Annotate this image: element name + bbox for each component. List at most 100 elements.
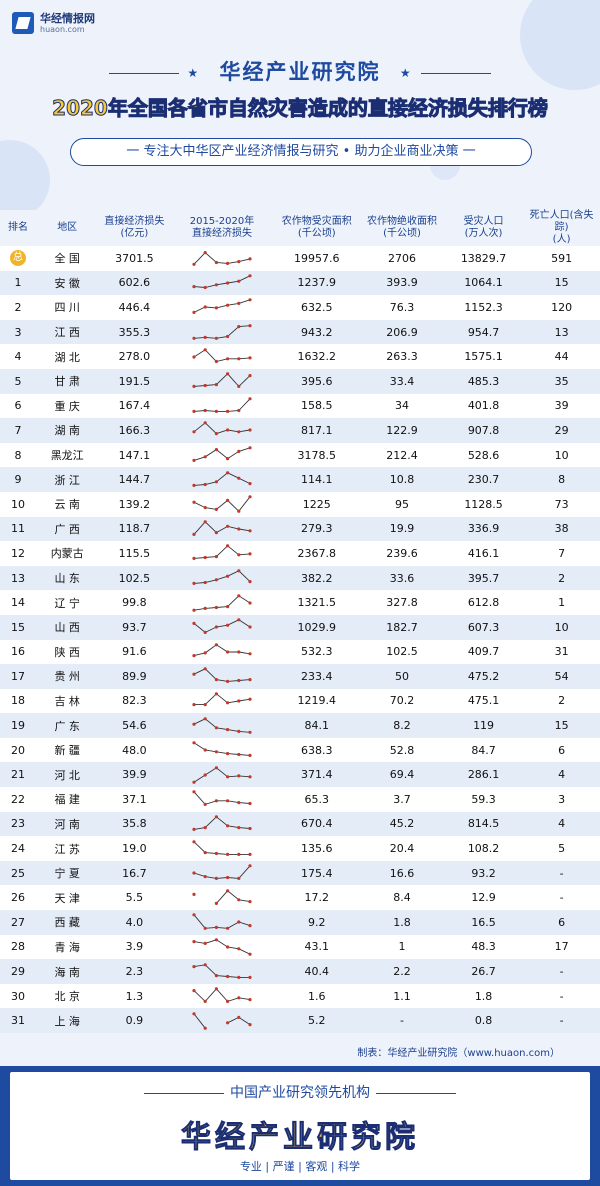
cell-region: 新 疆 (36, 737, 99, 763)
sparkline-point (237, 385, 241, 389)
cell-pop: 119 (443, 713, 524, 738)
table-row: 总全 国 3701.5 19957.6 2706 13829.7 591 (0, 246, 600, 271)
cell-rank: 6 (0, 393, 36, 419)
divider (144, 1092, 224, 1094)
sparkline-series (193, 520, 251, 535)
logo[interactable]: 华经情报网 huaon.com (12, 12, 95, 34)
sparkline-point (237, 430, 241, 434)
sparkline-point (214, 987, 218, 991)
cell-region: 河 南 (36, 811, 99, 837)
sparkline-point (192, 483, 196, 487)
sparkline-point (248, 651, 252, 656)
sparkline-point (248, 355, 252, 360)
cell-pop: 26.7 (443, 959, 524, 984)
sparkline-point (225, 372, 230, 376)
sparkline-point (237, 325, 241, 329)
sparkline-chart (192, 372, 252, 389)
cell-rank: 28 (0, 934, 36, 960)
sparkline-point (225, 774, 230, 779)
cell-region: 黑龙江 (36, 442, 99, 468)
cell-region: 北 京 (36, 983, 99, 1009)
cell-rank: 31 (0, 1008, 36, 1033)
sparkline-chart (192, 864, 252, 881)
cell-abs: 50 (359, 664, 444, 689)
cell-loss: 278.0 (98, 344, 171, 369)
sparkline-point (225, 604, 230, 608)
cell-abs: 45.2 (359, 811, 444, 837)
sparkline-point (248, 324, 252, 328)
cell-pop: 1.8 (443, 983, 524, 1009)
sparkline-point (203, 999, 207, 1004)
sparkline-point (225, 334, 230, 339)
header-crop-loss: 农作物绝收面积 (千公顷) (359, 210, 444, 246)
sparkline-point (203, 667, 207, 671)
cell-abs: 33.4 (359, 368, 444, 394)
trend-sparkline (170, 442, 274, 468)
cell-abs: 20.4 (359, 836, 444, 861)
sparkline-point (214, 555, 218, 559)
cell-abs: 122.9 (359, 418, 444, 443)
trend-sparkline (170, 983, 274, 1009)
cell-rank: 27 (0, 910, 36, 935)
table-row: 21 河 北 39.9 371.4 69.4 286.1 4 (0, 762, 600, 788)
sparkline-chart (192, 962, 252, 979)
cell-pop: 416.1 (443, 541, 524, 566)
sparkline-point (192, 839, 196, 843)
trend-sparkline (170, 885, 274, 911)
cell-pop: 0.8 (443, 1008, 524, 1033)
sparkline-point (203, 1026, 207, 1030)
trend-sparkline (170, 368, 274, 394)
table-row: 20 新 疆 48.0 638.3 52.8 84.7 6 (0, 737, 600, 763)
sparkline-point (248, 428, 252, 433)
sparkline-point (192, 385, 196, 389)
trend-sparkline (170, 344, 274, 369)
cell-dead: - (523, 885, 600, 911)
sparkline-point (237, 279, 241, 283)
decor-circle (0, 140, 50, 210)
cell-crop: 5.2 (273, 1008, 360, 1033)
sparkline-point (203, 520, 207, 524)
sparkline-point (225, 852, 230, 856)
cell-abs: 16.6 (359, 860, 444, 886)
table-row: 25 宁 夏 16.7 175.4 16.6 93.2- (0, 860, 600, 886)
sparkline-point (248, 625, 252, 629)
sparkline-series (193, 717, 251, 733)
table-row: 31 上 海 0.9 5.2-0.8- (0, 1008, 600, 1033)
sparkline-series (193, 325, 251, 339)
sparkline-series (193, 373, 251, 388)
sparkline-point (192, 913, 196, 917)
sparkline-series (193, 422, 251, 435)
cell-crop: 638.3 (273, 737, 360, 763)
sparkline-point (203, 606, 207, 610)
cell-rank: 24 (0, 836, 36, 861)
sparkline-point (248, 753, 252, 758)
cell-loss: 37.1 (98, 787, 171, 812)
cell-crop: 3178.5 (273, 442, 360, 468)
sparkline-point (237, 975, 241, 979)
sparkline-point (214, 479, 218, 484)
sparkline-point (203, 384, 207, 388)
sparkline-point (237, 801, 241, 805)
trend-sparkline (170, 959, 274, 984)
cell-region: 全 国 (36, 246, 99, 271)
cell-dead: 3 (523, 787, 600, 812)
sparkline-chart (192, 790, 252, 807)
cell-region: 广 西 (36, 516, 99, 542)
sparkline-point (192, 355, 196, 359)
sparkline-point (214, 926, 218, 930)
sparkline-point (214, 625, 218, 629)
cell-region: 重 庆 (36, 393, 99, 419)
sparkline-chart (192, 913, 252, 931)
cell-crop: 65.3 (273, 787, 360, 812)
cell-pop: 814.5 (443, 811, 524, 837)
cell-loss: 19.0 (98, 836, 171, 861)
cell-rank: 15 (0, 614, 36, 640)
table-row: 22 福 建 37.1 65.3 3.7 59.3 3 (0, 787, 600, 812)
sparkline-series (193, 767, 251, 783)
sparkline-point (192, 702, 196, 707)
cell-pop: 395.7 (443, 565, 524, 591)
cell-loss: 0.9 (98, 1008, 171, 1033)
